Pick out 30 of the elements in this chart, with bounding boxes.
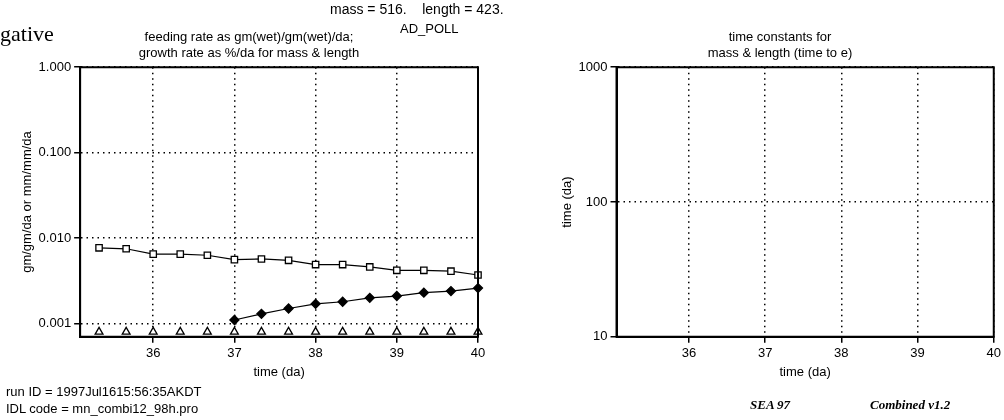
text: mass = 516. length = 423. <box>330 1 504 18</box>
x-tick-label: 40 <box>986 345 1001 361</box>
x-tick-label: 38 <box>834 345 849 361</box>
chart-title: feeding rate as gm(wet)/gm(wet)/da; growth rate as %/da for mass & length <box>138 29 360 60</box>
y-tick-label: 0.100 <box>38 144 72 160</box>
x-tick-label: 40 <box>470 345 486 361</box>
x-tick-label: 38 <box>308 345 323 361</box>
x-axis-title: time (da) <box>253 363 305 379</box>
y-tick-label: 0.001 <box>38 315 72 331</box>
y-axis-title: gm/gm/da or mm/mm/da <box>19 130 35 273</box>
text: Combined v1.2 <box>870 397 951 413</box>
x-tick-label: 36 <box>681 345 697 361</box>
y-axis-title: time (da) <box>559 176 575 228</box>
y-tick-label: 1000 <box>578 58 608 74</box>
x-tick-label: 39 <box>389 345 405 361</box>
y-tick-label: 1.000 <box>38 58 72 74</box>
text: IDL code = mn_combi12_98h.pro <box>6 401 199 417</box>
text: run ID = 1997Jul1615:56:35AKDT <box>6 384 202 400</box>
x-tick-label: 39 <box>910 345 925 361</box>
x-tick-label: 37 <box>757 345 773 361</box>
x-tick-label: 37 <box>227 345 242 361</box>
text: gative <box>0 21 54 47</box>
text: SEA 97 <box>750 397 791 413</box>
text: AD_POLL <box>400 21 459 37</box>
x-axis-title: time (da) <box>779 363 831 379</box>
y-tick-label: 100 <box>585 193 608 209</box>
y-tick-label: 0.010 <box>38 229 72 245</box>
chart-title: time constants for mass & length (time to e) <box>707 29 853 60</box>
y-tick-label: 10 <box>593 328 608 344</box>
x-tick-label: 36 <box>145 345 161 361</box>
